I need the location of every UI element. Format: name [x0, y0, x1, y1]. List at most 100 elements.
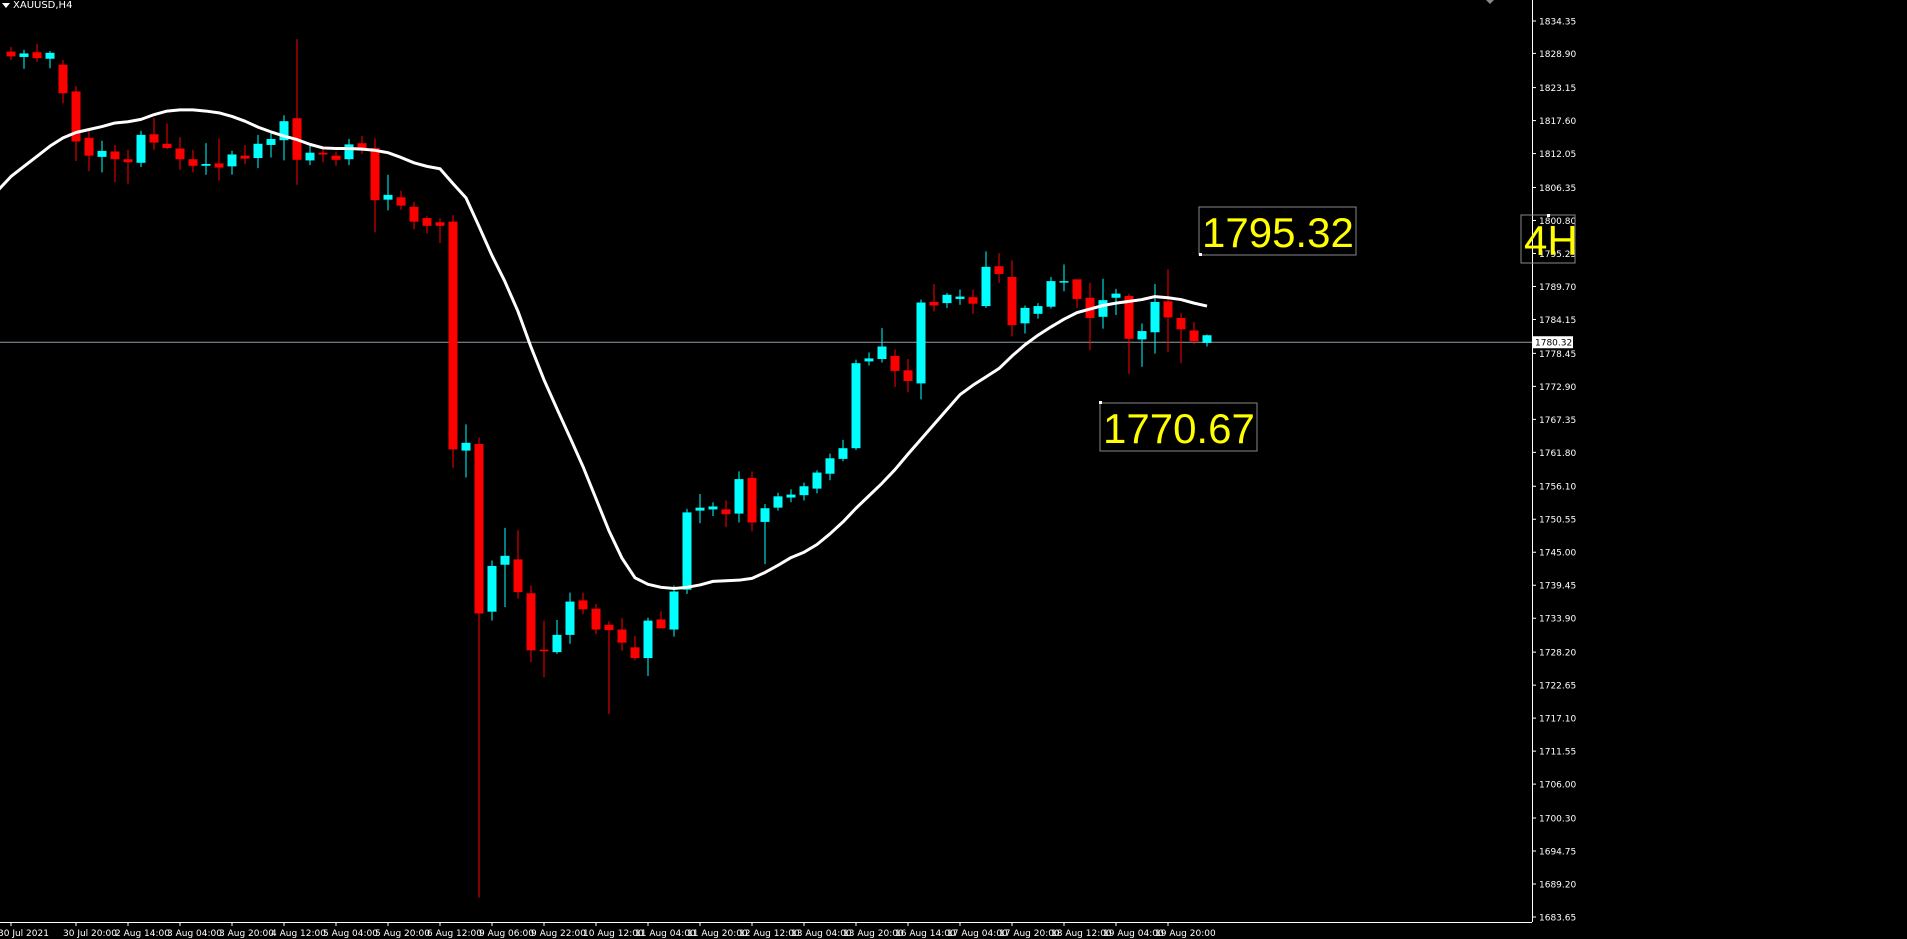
- candle-body[interactable]: [773, 496, 783, 508]
- candle-body[interactable]: [435, 222, 445, 226]
- candle-body[interactable]: [734, 479, 744, 514]
- candle-body[interactable]: [825, 458, 835, 474]
- candle-body[interactable]: [643, 620, 653, 659]
- candle-body[interactable]: [708, 506, 718, 510]
- candle-body[interactable]: [1046, 281, 1056, 307]
- candle-body[interactable]: [812, 472, 822, 489]
- candle-body[interactable]: [994, 266, 1004, 274]
- candle-body[interactable]: [45, 52, 55, 59]
- candle-body[interactable]: [409, 206, 419, 222]
- candle-body[interactable]: [747, 477, 757, 523]
- candle-body[interactable]: [240, 155, 250, 159]
- annotation-box[interactable]: [1099, 402, 1258, 452]
- candle-body[interactable]: [1163, 301, 1173, 318]
- time-tick-label: 18 Aug 12:00: [1051, 929, 1112, 939]
- candle-body[interactable]: [162, 143, 172, 148]
- candle-body[interactable]: [227, 154, 237, 167]
- candle-body[interactable]: [929, 301, 939, 306]
- candle-body[interactable]: [565, 601, 575, 635]
- candle-body[interactable]: [877, 346, 887, 360]
- candle-body[interactable]: [175, 148, 185, 160]
- candle-body[interactable]: [942, 294, 952, 304]
- annotation-box[interactable]: [1198, 206, 1357, 256]
- candle-body[interactable]: [19, 53, 29, 57]
- candle-body[interactable]: [851, 363, 861, 449]
- candle-body[interactable]: [1202, 335, 1212, 343]
- candle-body[interactable]: [1137, 331, 1147, 340]
- candle-body[interactable]: [1150, 301, 1160, 333]
- candle-body[interactable]: [591, 608, 601, 630]
- candle-body[interactable]: [136, 134, 146, 163]
- candle-body[interactable]: [201, 163, 211, 166]
- candle-body[interactable]: [71, 91, 81, 142]
- time-tick-label: 30 Jul 2021: [0, 929, 49, 939]
- candle-body[interactable]: [526, 593, 536, 651]
- candle-body[interactable]: [474, 444, 484, 614]
- candle-body[interactable]: [344, 144, 354, 160]
- candle-body[interactable]: [760, 508, 770, 522]
- candle-body[interactable]: [214, 163, 224, 168]
- candle-body[interactable]: [448, 221, 458, 450]
- price-tick-label: 1733.90: [1539, 615, 1576, 625]
- candle-body[interactable]: [396, 197, 406, 206]
- candle-body[interactable]: [6, 51, 16, 57]
- candle-body[interactable]: [188, 159, 198, 166]
- candle-body[interactable]: [370, 147, 380, 201]
- candle-body[interactable]: [786, 494, 796, 498]
- candle-body[interactable]: [968, 297, 978, 304]
- price-tick-label: 1778.45: [1539, 350, 1576, 360]
- candle-body[interactable]: [383, 194, 393, 200]
- candle-body[interactable]: [630, 647, 640, 659]
- candle-body[interactable]: [487, 565, 497, 612]
- candle-body[interactable]: [695, 507, 705, 511]
- candle-body[interactable]: [552, 634, 562, 653]
- collapse-triangle-icon[interactable]: [2, 2, 10, 8]
- candle-body[interactable]: [318, 152, 328, 155]
- candle-body[interactable]: [981, 266, 991, 307]
- candle-body[interactable]: [916, 302, 926, 384]
- candle-body[interactable]: [617, 629, 627, 643]
- candle-body[interactable]: [682, 512, 692, 590]
- candle-body[interactable]: [656, 619, 666, 629]
- candle-body[interactable]: [604, 624, 614, 631]
- candle-body[interactable]: [669, 591, 679, 630]
- candle-body[interactable]: [838, 448, 848, 459]
- candle-body[interactable]: [123, 159, 133, 163]
- candle-body[interactable]: [110, 151, 120, 160]
- candle-body[interactable]: [955, 296, 965, 299]
- candle-body[interactable]: [266, 139, 276, 145]
- candle-body[interactable]: [1007, 276, 1017, 326]
- candle-body[interactable]: [461, 442, 471, 451]
- candle-body[interactable]: [500, 555, 510, 565]
- candle-body[interactable]: [1020, 307, 1030, 324]
- candle-body[interactable]: [422, 218, 432, 226]
- candle-body[interactable]: [1124, 295, 1134, 339]
- candle-body[interactable]: [1176, 317, 1186, 330]
- candle-body[interactable]: [890, 356, 900, 371]
- candle-body[interactable]: [799, 486, 809, 496]
- candle-body[interactable]: [578, 600, 588, 610]
- candle-body[interactable]: [1033, 306, 1043, 314]
- candle-body[interactable]: [357, 143, 367, 149]
- candle-body[interactable]: [97, 150, 107, 157]
- candle-body[interactable]: [149, 134, 159, 143]
- candle-body[interactable]: [331, 155, 341, 160]
- annotation-anchor: [1547, 214, 1550, 217]
- candle-body[interactable]: [903, 370, 913, 382]
- candle-body[interactable]: [32, 52, 42, 59]
- candle-body[interactable]: [1189, 330, 1199, 342]
- candle-body[interactable]: [513, 559, 523, 593]
- candle-body[interactable]: [1111, 293, 1121, 298]
- candle-body[interactable]: [279, 121, 289, 141]
- candle-body[interactable]: [864, 358, 874, 362]
- candle-body[interactable]: [84, 137, 94, 156]
- candle-body[interactable]: [305, 152, 315, 161]
- candle-body[interactable]: [1059, 281, 1069, 283]
- candle-body[interactable]: [58, 64, 68, 94]
- candle-body[interactable]: [721, 509, 731, 515]
- candle-body[interactable]: [1072, 279, 1082, 299]
- candle-body[interactable]: [539, 649, 549, 652]
- candle-body[interactable]: [253, 143, 263, 159]
- candle-body[interactable]: [1098, 300, 1108, 317]
